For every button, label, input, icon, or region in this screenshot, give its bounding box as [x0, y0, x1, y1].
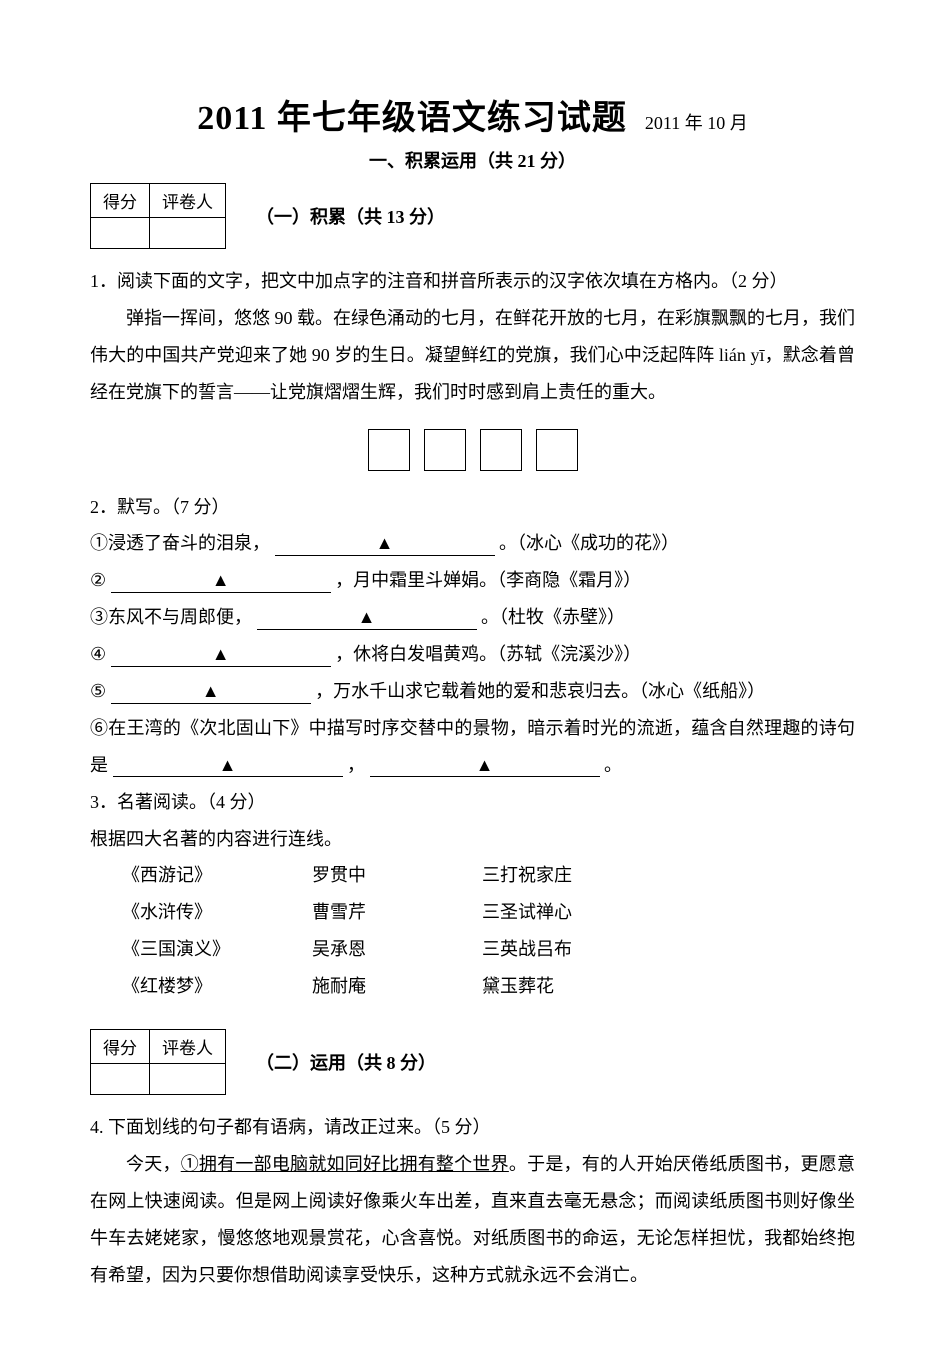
score2-cell-blank-2[interactable] [150, 1064, 226, 1095]
answer-box-4[interactable] [536, 429, 578, 471]
q2-item-4: ④ ▲ ，休将白发唱黄鸡。（苏轼《浣溪沙》） [90, 636, 855, 673]
q4-label: 4. 下面划线的句子都有语病，请改正过来。（5 分） [90, 1109, 855, 1146]
score-cell-label-1: 得分 [91, 184, 150, 218]
q3-intro: 根据四大名著的内容进行连线。 [90, 821, 855, 858]
q2-item-2: ② ▲ ，月中霜里斗婵娟。（李商隐《霜月》） [90, 562, 855, 599]
score2-cell-label-2: 评卷人 [150, 1030, 226, 1064]
q2-1-suffix: 。（冰心《成功的花》） [499, 533, 679, 553]
q1-paragraph: 弹指一挥间，悠悠 90 载。在绿色涌动的七月，在鲜花开放的七月，在彩旗飘飘的七月… [90, 300, 855, 411]
q2-6-blank-a[interactable]: ▲ [113, 755, 343, 778]
sub1-score-row: 得分 评卷人 （一）积累（共 13 分） [90, 183, 855, 249]
score2-cell-blank-1[interactable] [91, 1064, 150, 1095]
q2-item-6: ⑥在王湾的《次北固山下》中描写时序交替中的景物，暗示着时光的流逝，蕴含自然理趣的… [90, 710, 855, 784]
answer-box-2[interactable] [424, 429, 466, 471]
q2-3-blank[interactable]: ▲ [257, 607, 477, 630]
q3-match-table: 《西游记》 罗贯中 三打祝家庄 《水浒传》 曹雪芹 三圣试禅心 《三国演义》 吴… [90, 857, 855, 1005]
q2-6-sep: ， [347, 755, 365, 775]
q2-4-prefix: ④ [90, 644, 106, 664]
q1-label: 1．阅读下面的文字，把文中加点字的注音和拼音所表示的汉字依次填在方格内。（2 分… [90, 263, 855, 300]
q2-2-blank[interactable]: ▲ [111, 570, 331, 593]
match-3-b: 吴承恩 [312, 931, 482, 968]
q2-label: 2．默写。（7 分） [90, 489, 855, 526]
match-4-c: 黛玉葬花 [482, 968, 855, 1005]
match-row-1: 《西游记》 罗贯中 三打祝家庄 [122, 857, 855, 894]
score-cell-blank-2[interactable] [150, 218, 226, 249]
q2-2-suffix: ，月中霜里斗婵娟。（李商隐《霜月》） [335, 570, 641, 590]
q2-1-blank[interactable]: ▲ [275, 533, 495, 556]
score-table-1: 得分 评卷人 [90, 183, 226, 249]
q2-6-end: 。 [604, 755, 622, 775]
match-row-3: 《三国演义》 吴承恩 三英战吕布 [122, 931, 855, 968]
match-row-4: 《红楼梦》 施耐庵 黛玉葬花 [122, 968, 855, 1005]
answer-box-1[interactable] [368, 429, 410, 471]
match-1-c: 三打祝家庄 [482, 857, 855, 894]
match-3-a: 《三国演义》 [122, 931, 312, 968]
q2-5-prefix: ⑤ [90, 681, 106, 701]
page: 2011 年七年级语文练习试题 2011 年 10 月 一、积累运用（共 21 … [0, 0, 945, 1353]
q2-4-blank[interactable]: ▲ [111, 644, 331, 667]
sub2-heading: （二）运用（共 8 分） [256, 1049, 436, 1075]
q4-para-pre: 今天， [126, 1154, 181, 1174]
q2-item-1: ①浸透了奋斗的泪泉， ▲ 。（冰心《成功的花》） [90, 525, 855, 562]
q2-item-5: ⑤ ▲ ，万水千山求它载着她的爱和悲哀归去。（冰心《纸船》） [90, 673, 855, 710]
score-cell-label-2: 评卷人 [150, 184, 226, 218]
q1-answer-boxes [90, 429, 855, 471]
match-2-b: 曹雪芹 [312, 894, 482, 931]
match-3-c: 三英战吕布 [482, 931, 855, 968]
answer-box-3[interactable] [480, 429, 522, 471]
q2-1-prefix: ①浸透了奋斗的泪泉， [90, 533, 270, 553]
title-line: 2011 年七年级语文练习试题 2011 年 10 月 [90, 90, 855, 139]
q2-2-prefix: ② [90, 570, 106, 590]
section-1-heading: 一、积累运用（共 21 分） [90, 147, 855, 173]
q2-5-suffix: ，万水千山求它载着她的爱和悲哀归去。（冰心《纸船》） [315, 681, 765, 701]
sub1-heading: （一）积累（共 13 分） [256, 203, 445, 229]
q2-3-prefix: ③东风不与周郎便， [90, 607, 252, 627]
score-cell-blank-1[interactable] [91, 218, 150, 249]
q2-4-suffix: ，休将白发唱黄鸡。（苏轼《浣溪沙》） [335, 644, 641, 664]
q2-item-3: ③东风不与周郎便， ▲ 。（杜牧《赤壁》） [90, 599, 855, 636]
q4-paragraph: 今天，①拥有一部电脑就如同好比拥有整个世界。于是，有的人开始厌倦纸质图书，更愿意… [90, 1146, 855, 1294]
q4-underlined-sentence-1: ①拥有一部电脑就如同好比拥有整个世界 [181, 1154, 509, 1174]
match-row-2: 《水浒传》 曹雪芹 三圣试禅心 [122, 894, 855, 931]
match-4-b: 施耐庵 [312, 968, 482, 1005]
main-title: 2011 年七年级语文练习试题 [197, 100, 627, 137]
score2-cell-label-1: 得分 [91, 1030, 150, 1064]
match-4-a: 《红楼梦》 [122, 968, 312, 1005]
title-date: 2011 年 10 月 [645, 113, 748, 133]
match-1-a: 《西游记》 [122, 857, 312, 894]
score-table-2: 得分 评卷人 [90, 1029, 226, 1095]
match-2-c: 三圣试禅心 [482, 894, 855, 931]
q3-label: 3．名著阅读。（4 分） [90, 784, 855, 821]
match-1-b: 罗贯中 [312, 857, 482, 894]
match-2-a: 《水浒传》 [122, 894, 312, 931]
sub2-score-row: 得分 评卷人 （二）运用（共 8 分） [90, 1029, 855, 1095]
q2-6-blank-b[interactable]: ▲ [370, 755, 600, 778]
q2-3-suffix: 。（杜牧《赤壁》） [481, 607, 625, 627]
q2-5-blank[interactable]: ▲ [111, 681, 311, 704]
